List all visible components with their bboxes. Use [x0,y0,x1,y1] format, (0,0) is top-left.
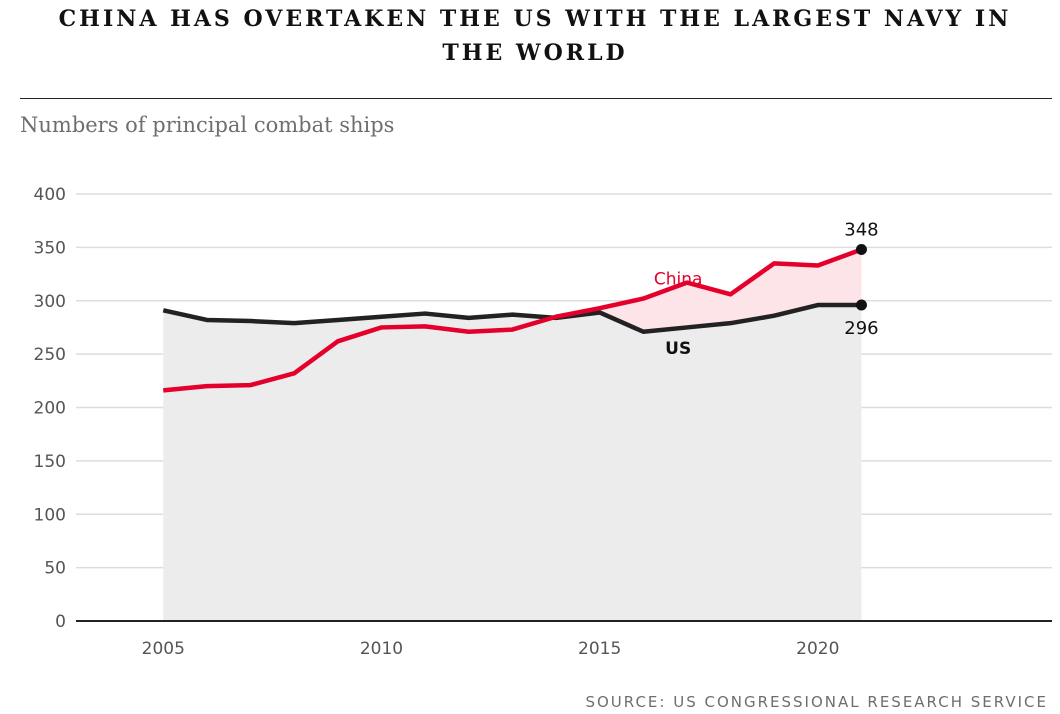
x-tick-label: 2015 [578,639,621,659]
y-tick-label: 100 [34,505,66,525]
y-tick-label: 50 [44,559,66,579]
us-series-label: US [665,339,691,359]
x-tick-label: 2010 [360,639,403,659]
x-tick-label: 2005 [142,639,185,659]
series-lines [162,244,867,393]
x-tick-label: 2020 [796,639,839,659]
chart-subtitle: Numbers of principal combat ships [20,113,395,137]
labels: 0 50 100 150 200 250 300 350 400 2005 2010 2015 2020… [34,185,879,659]
y-tick-label: 300 [34,292,66,312]
us-series-line [162,302,862,334]
us-end-point [855,299,867,311]
source-note: SOURCE: US CONGRESSIONAL RESEARCH SERVIC… [585,693,1048,711]
us-end-value-label: 296 [844,318,878,339]
y-tick-label: 150 [34,452,66,472]
us-area-fill [163,305,862,621]
china-lead-area-fill [163,249,862,332]
china-series-label: China [654,270,703,290]
y-tick-label: 250 [34,345,66,365]
chart-title: CHINA HAS OVERTAKEN THE US WITH THE LARG… [58,6,1012,66]
y-tick-label: 350 [34,238,66,258]
area-fills [163,249,862,621]
y-tick-label: 200 [34,399,66,419]
china-end-value-label: 348 [844,220,878,241]
title-divider [20,98,1052,99]
y-tick-label: 400 [34,185,66,205]
china-end-point [855,244,867,256]
china-series-line [163,247,863,393]
y-tick-label: 0 [55,612,66,632]
